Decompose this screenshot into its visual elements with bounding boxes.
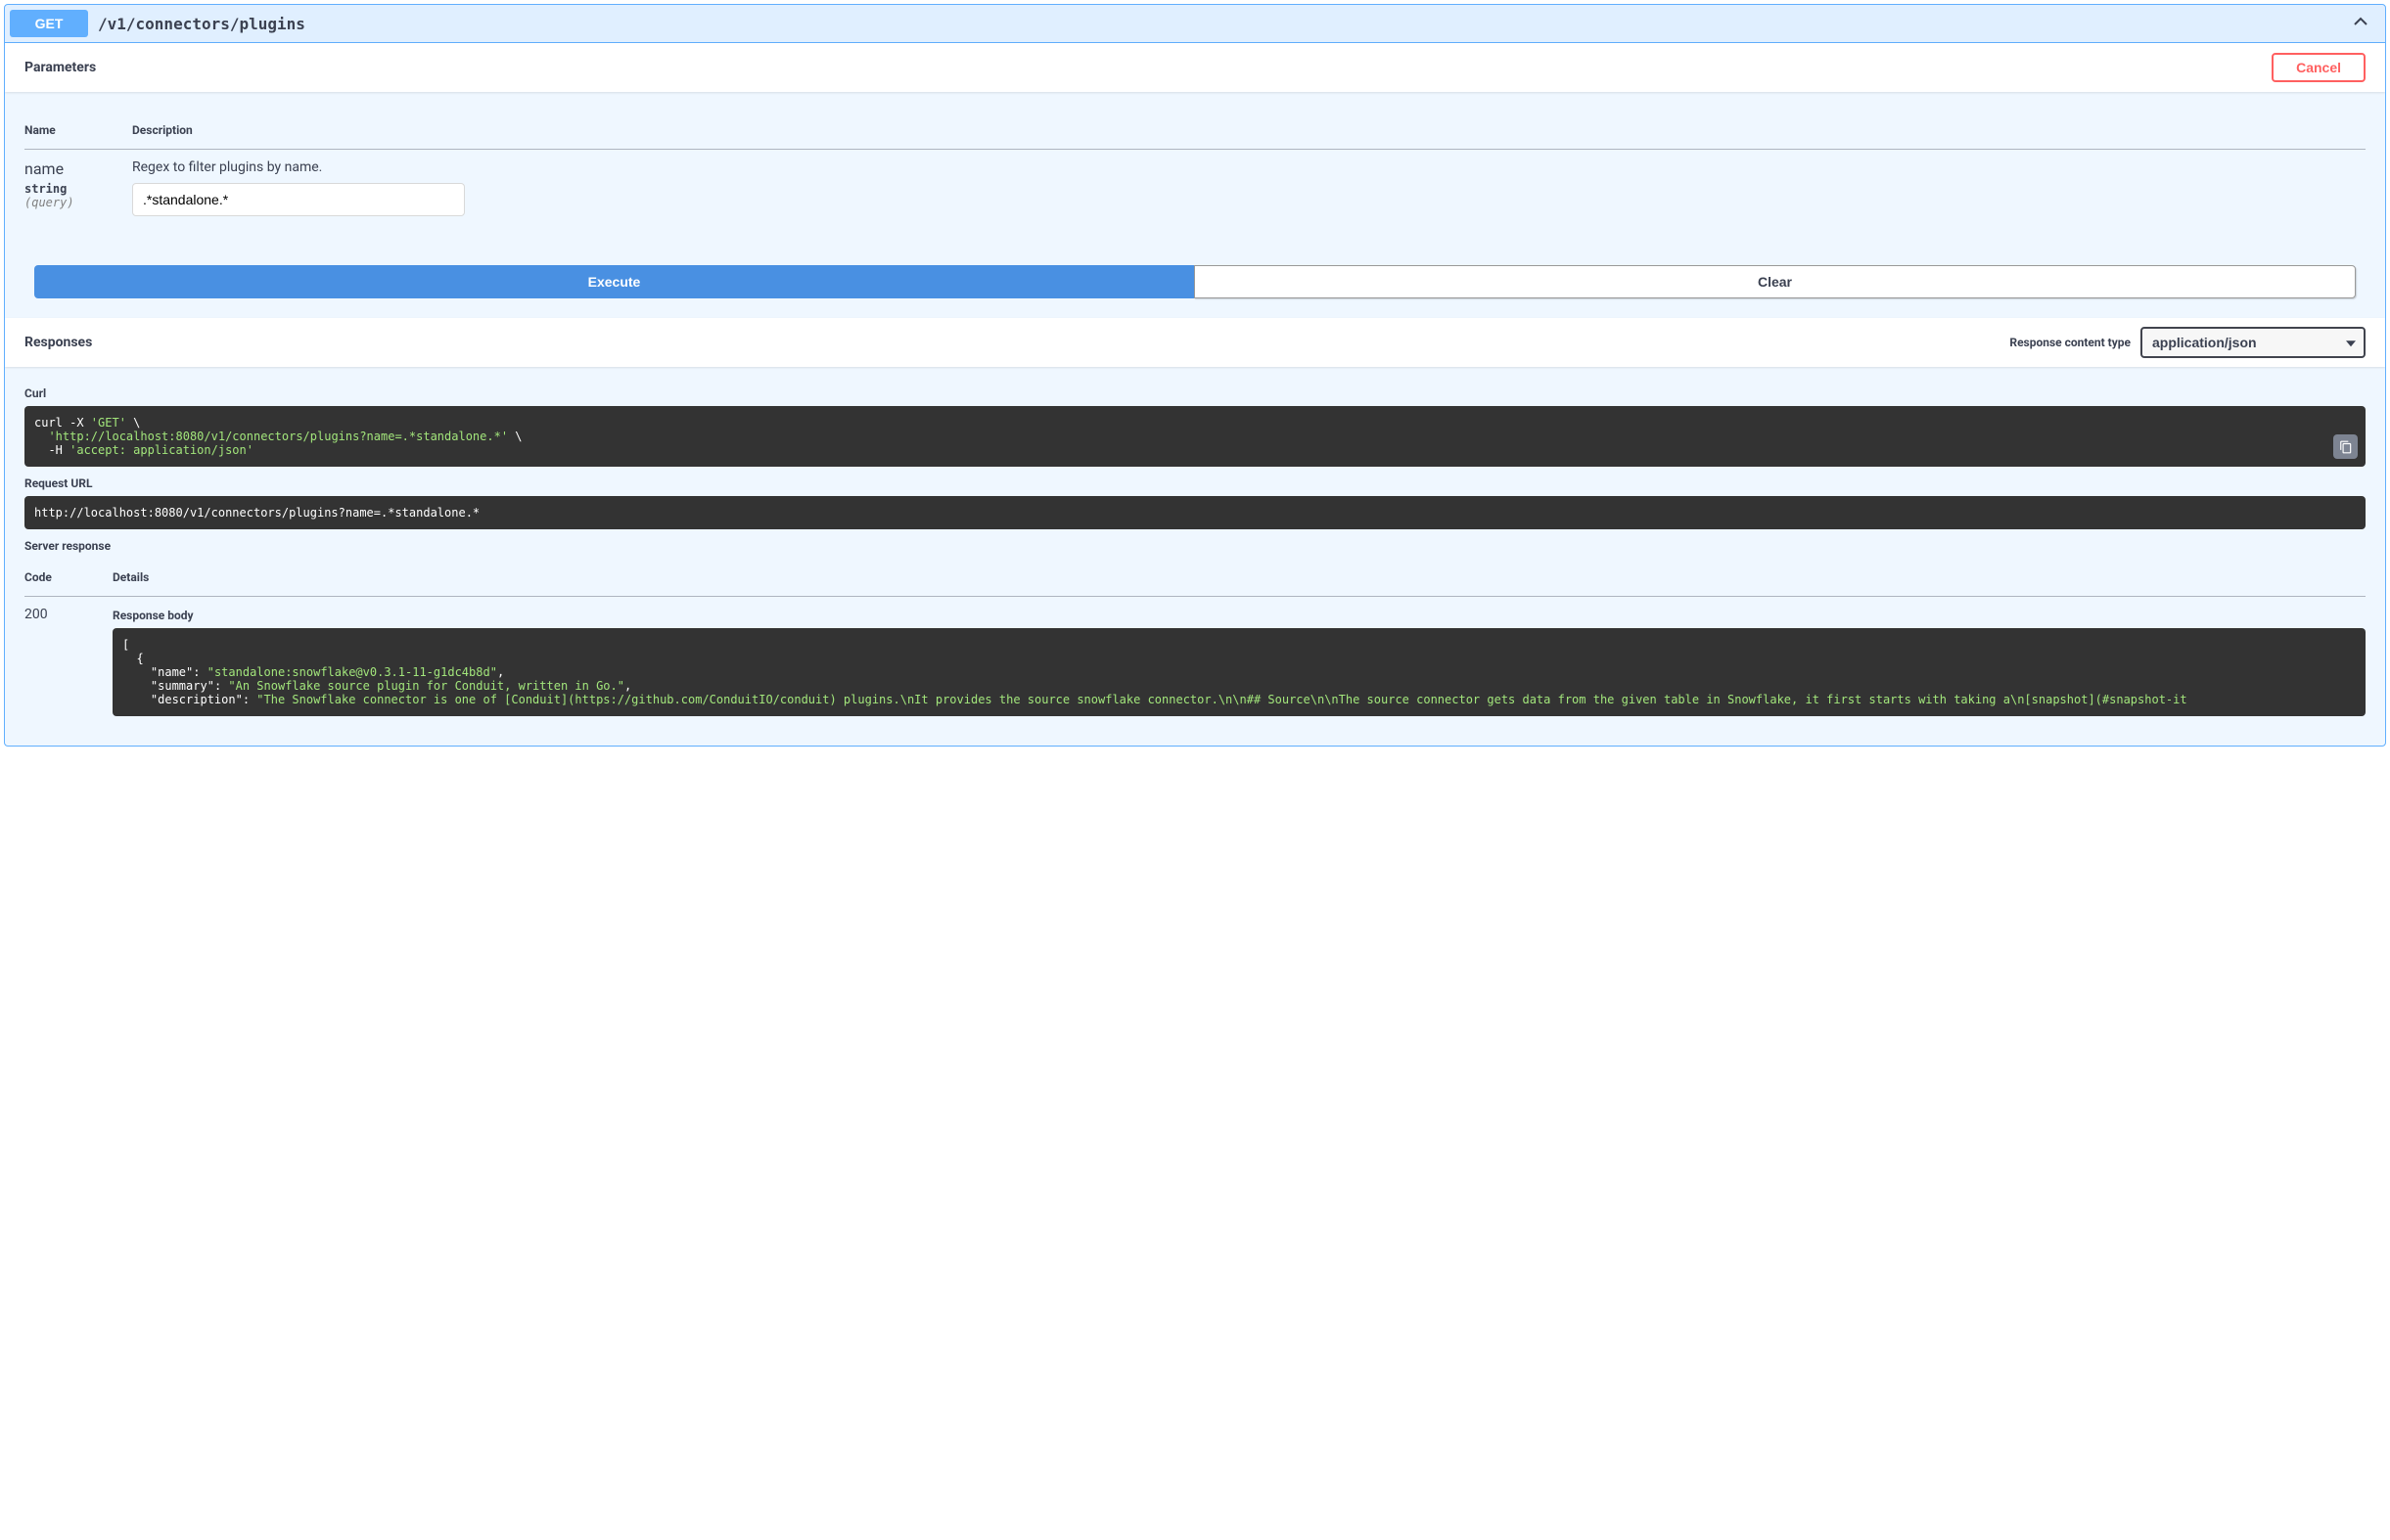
response-code: 200: [24, 597, 113, 727]
json-value: "standalone:snowflake@v0.3.1-11-g1dc4b8d…: [207, 665, 497, 679]
cancel-button[interactable]: Cancel: [2272, 53, 2366, 82]
json-text: [: [122, 638, 129, 652]
parameters-title: Parameters: [24, 60, 96, 75]
curl-label: Curl: [24, 386, 2366, 400]
json-value: "An Snowflake source plugin for Conduit,…: [228, 679, 624, 693]
content-type-wrapper: Response content type application/json: [2009, 327, 2366, 358]
curl-text: 'http://localhost:8080/v1/connectors/plu…: [48, 430, 508, 443]
copy-icon[interactable]: [2333, 434, 2358, 459]
json-key: "name": [122, 665, 193, 679]
col-code: Code: [24, 559, 113, 597]
curl-text: 'GET': [91, 416, 126, 430]
server-response-label: Server response: [24, 539, 2366, 553]
operation-body: Parameters Cancel Name Description name …: [5, 43, 2385, 746]
response-body-label: Response body: [113, 609, 2366, 622]
parameters-header: Parameters Cancel: [5, 43, 2385, 92]
action-button-row: Execute Clear: [5, 246, 2385, 318]
param-description: Regex to filter plugins by name.: [132, 159, 2366, 175]
curl-text: [34, 430, 48, 443]
responses-section: Curl curl -X 'GET' \ 'http://localhost:8…: [5, 367, 2385, 746]
curl-text: -H: [34, 443, 69, 457]
operation-summary[interactable]: GET /v1/connectors/plugins: [5, 5, 2385, 43]
param-in: (query): [24, 196, 132, 209]
param-value-input[interactable]: [132, 183, 465, 216]
response-table: Code Details 200 Response body [ { "name…: [24, 559, 2366, 726]
col-details: Details: [113, 559, 2366, 597]
json-key: "summary": [122, 679, 214, 693]
clear-button[interactable]: Clear: [1194, 265, 2356, 298]
request-url-label: Request URL: [24, 476, 2366, 490]
col-name: Name: [24, 112, 132, 150]
curl-text: \: [508, 430, 522, 443]
param-name: name: [24, 159, 132, 178]
collapse-icon[interactable]: [2341, 12, 2380, 35]
parameters-section: Name Description name string (query) Reg…: [5, 92, 2385, 246]
content-type-select[interactable]: application/json: [2140, 327, 2366, 358]
json-text: {: [122, 652, 144, 665]
param-type: string: [24, 178, 132, 196]
parameters-table: Name Description name string (query) Reg…: [24, 112, 2366, 226]
json-key: "description": [122, 693, 243, 706]
curl-text: 'accept: application/json': [69, 443, 253, 457]
operation-block: GET /v1/connectors/plugins Parameters Ca…: [4, 4, 2386, 747]
request-url-block: http://localhost:8080/v1/connectors/plug…: [24, 496, 2366, 529]
endpoint-path: /v1/connectors/plugins: [98, 15, 2341, 33]
response-body-pre[interactable]: [ { "name": "standalone:snowflake@v0.3.1…: [113, 628, 2366, 716]
request-url-text: http://localhost:8080/v1/connectors/plug…: [34, 506, 480, 520]
execute-button[interactable]: Execute: [34, 265, 1194, 298]
responses-header: Responses Response content type applicat…: [5, 318, 2385, 367]
parameter-row: name string (query) Regex to filter plug…: [24, 150, 2366, 227]
responses-title: Responses: [24, 335, 92, 350]
json-value: "The Snowflake connector is one of [Cond…: [256, 693, 2186, 706]
curl-code-block: curl -X 'GET' \ 'http://localhost:8080/v…: [24, 406, 2366, 467]
curl-text: curl -X: [34, 416, 91, 430]
curl-text: \: [126, 416, 140, 430]
response-body-block: [ { "name": "standalone:snowflake@v0.3.1…: [113, 628, 2366, 716]
http-method-badge: GET: [10, 10, 88, 37]
col-description: Description: [132, 112, 2366, 150]
content-type-label: Response content type: [2009, 336, 2131, 349]
response-row: 200 Response body [ { "name": "standalon…: [24, 597, 2366, 727]
